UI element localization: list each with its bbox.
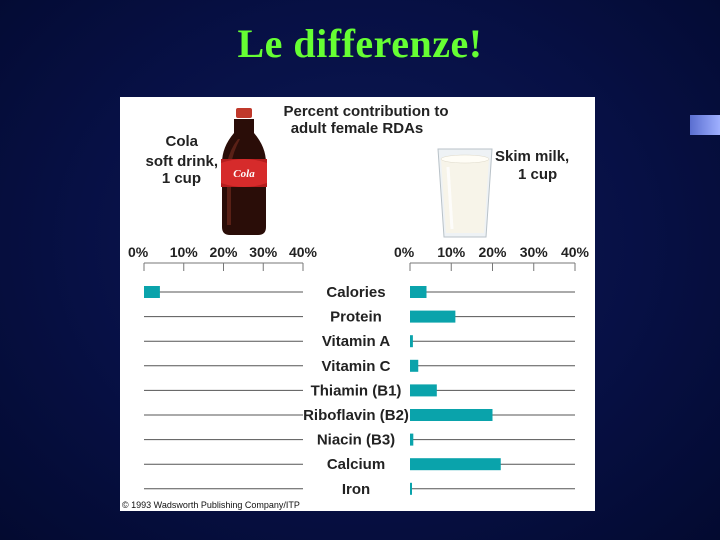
cola-tick-label: 0% <box>128 244 149 260</box>
decorative-block <box>690 115 720 135</box>
cola-label-line1: Cola <box>165 133 198 150</box>
bottle-logo-text: Cola <box>233 168 255 180</box>
copyright-text: © 1993 Wadsworth Publishing Company/ITP <box>122 500 300 510</box>
milk-tick-label: 30% <box>520 244 549 260</box>
cola-tick-label: 20% <box>209 244 238 260</box>
milk-bar-3 <box>410 359 419 372</box>
milk-bar-0 <box>410 286 427 298</box>
milk-bar-8 <box>410 482 412 495</box>
milk-bar-6 <box>410 433 414 446</box>
cola-label-line3: 1 cup <box>162 170 201 187</box>
category-label: Niacin (B3) <box>317 432 395 449</box>
category-label: Riboflavin (B2) <box>303 407 409 424</box>
milk-tick-label: 40% <box>561 244 590 260</box>
milk-bar-7 <box>410 458 501 471</box>
milk-bar-4 <box>410 384 437 397</box>
cola-bar-0 <box>144 286 160 298</box>
chart-panel: Percent contribution to adult female RDA… <box>120 97 595 511</box>
milk-tick-label: 10% <box>437 244 466 260</box>
category-label: Calories <box>326 284 385 301</box>
category-label: Calcium <box>327 456 385 473</box>
chart-title-line2: adult female RDAs <box>291 120 424 137</box>
cola-tick-label: 40% <box>289 244 318 260</box>
milk-glass-image <box>437 148 493 238</box>
milk-label-line2: 1 cup <box>518 166 557 183</box>
category-label: Vitamin A <box>322 333 391 350</box>
milk-bar-1 <box>410 310 456 323</box>
category-label: Thiamin (B1) <box>311 382 402 399</box>
chart-title-line1: Percent contribution to <box>284 103 449 120</box>
category-label: Vitamin C <box>322 358 391 375</box>
milk-tick-label: 0% <box>394 244 415 260</box>
cola-label-line2: soft drink, <box>145 153 218 170</box>
category-label: Iron <box>342 481 370 498</box>
milk-tick-label: 20% <box>478 244 507 260</box>
milk-bar-5 <box>410 409 493 421</box>
cola-tick-label: 30% <box>249 244 278 260</box>
category-label: Protein <box>330 309 382 326</box>
cola-bottle-image: Cola <box>221 108 267 235</box>
rda-comparison-chart: Percent contribution to adult female RDA… <box>122 103 590 510</box>
milk-label-line1: Skim milk, <box>495 148 569 165</box>
slide-title: Le differenze! <box>237 21 483 66</box>
milk-bar-2 <box>410 335 413 348</box>
cola-tick-label: 10% <box>170 244 199 260</box>
